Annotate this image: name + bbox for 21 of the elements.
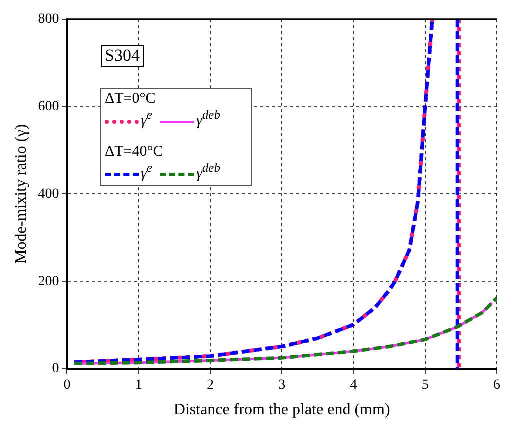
y-tick-label: 200 xyxy=(38,274,60,290)
y-tick-label: 800 xyxy=(38,12,60,28)
y-tick-label: 0 xyxy=(52,362,60,377)
annotation: S304 xyxy=(101,45,144,67)
y-axis-title: Mode-mixity ratio (γ) xyxy=(12,124,30,264)
legend-label: γ$^{deb}$ xyxy=(196,161,220,182)
annotation: ΔT=0°C xyxy=(105,91,157,108)
annotation: ΔT=40°C xyxy=(105,144,164,161)
x-tick-label: 6 xyxy=(494,378,500,394)
x-tick-label: 1 xyxy=(135,378,142,394)
x-axis-title: Distance from the plate end (mm) xyxy=(174,402,390,419)
y-tick-label: 600 xyxy=(38,99,60,114)
x-tick-label: 2 xyxy=(206,378,214,394)
x-tick-label: 5 xyxy=(422,378,429,394)
x-tick-label: 3 xyxy=(278,378,286,394)
legend-label: γ$^{deb}$ xyxy=(196,108,220,129)
x-tick-label: 4 xyxy=(350,378,358,394)
legend-label: γ$^{e}$ xyxy=(141,108,152,129)
x-tick-label: 0 xyxy=(64,378,71,394)
legend-label: γ$^{e}$ xyxy=(141,161,152,182)
y-tick-label: 400 xyxy=(38,186,60,202)
